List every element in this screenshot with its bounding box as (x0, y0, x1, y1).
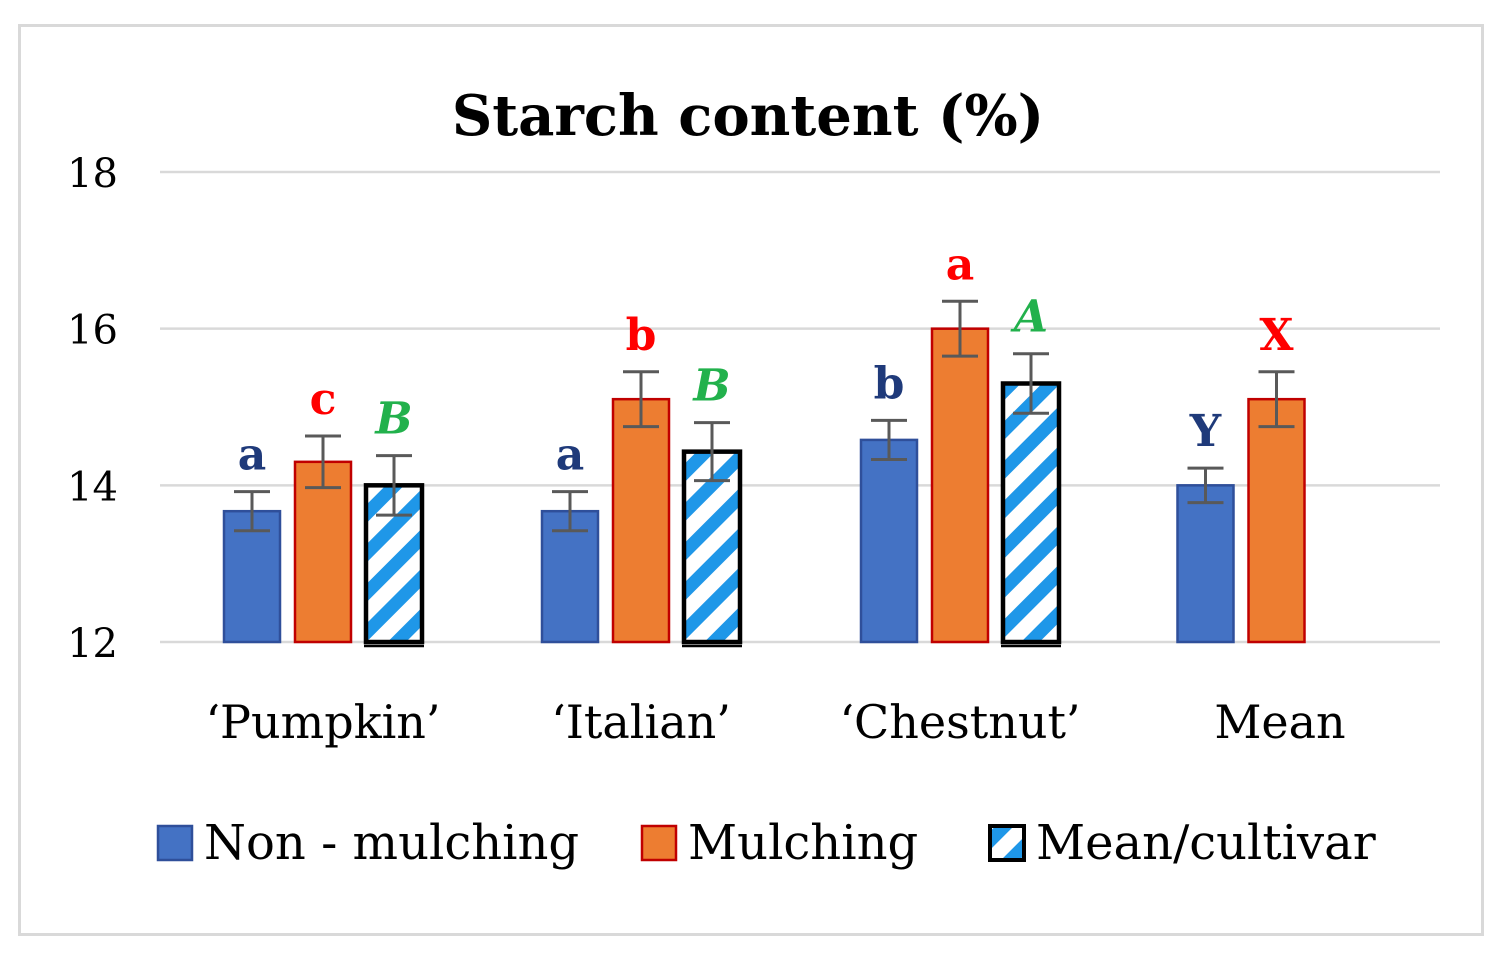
legend-entry-2: Mean/cultivar (988, 815, 1376, 871)
data-label: B (373, 394, 412, 445)
bar-group-0-0: a (222, 430, 282, 644)
data-label: Y (1189, 406, 1222, 457)
legend-swatch (988, 824, 1026, 862)
bar-group-1-1: b (611, 310, 671, 644)
y-axis-ticks: 12 14 16 18 (67, 151, 118, 667)
bar-group-1-2: B (681, 361, 743, 648)
legend-swatch (640, 824, 678, 862)
x-tick-label: ‘Pumpkin’ (205, 695, 440, 749)
bar-group-3-1: X (1247, 310, 1306, 644)
bar (1247, 397, 1306, 644)
y-tick-label: 16 (67, 308, 118, 354)
x-tick-label: ‘Italian’ (551, 695, 731, 749)
legend-entry-1: Mulching (640, 815, 918, 871)
legend-swatch (156, 824, 194, 862)
chart-title: Starch content (%) (452, 83, 1044, 149)
legend: Non - mulching Mulching Mean/cultivar (156, 815, 1376, 871)
data-label: b (626, 310, 657, 361)
legend-entry-0: Non - mulching (156, 815, 579, 871)
bar-group-2-1: a (930, 239, 990, 644)
y-tick-label: 18 (67, 151, 118, 197)
bar (540, 509, 600, 644)
data-label: c (310, 374, 337, 425)
bar-group-3-0: Y (1176, 406, 1235, 644)
x-tick-label: Mean (1214, 695, 1345, 749)
bar (611, 397, 671, 644)
bar (1176, 484, 1235, 644)
bar (859, 438, 919, 644)
bar-group-2-2: A (1000, 292, 1062, 648)
bar (293, 460, 353, 644)
legend-label: Mulching (688, 815, 918, 871)
x-axis-ticks: ‘Pumpkin’ ‘Italian’ ‘Chestnut’ Mean (205, 695, 1345, 749)
bar-group-0-2: B (363, 394, 425, 648)
data-label: a (556, 430, 585, 481)
bar (222, 509, 282, 644)
x-tick-label: ‘Chestnut’ (839, 695, 1080, 749)
data-label: A (1010, 292, 1048, 343)
bar (681, 449, 743, 645)
bar-group-1-0: a (540, 430, 600, 644)
data-label: B (691, 361, 730, 412)
bar-group-0-1: c (293, 374, 353, 644)
bar-group-2-0: b (859, 358, 919, 644)
data-label: b (874, 358, 905, 409)
y-tick-label: 14 (67, 464, 118, 510)
bar (1000, 381, 1062, 645)
chart-frame (18, 24, 1484, 936)
data-label: X (1259, 310, 1294, 361)
legend-label: Mean/cultivar (1036, 815, 1376, 871)
data-label: a (238, 430, 267, 481)
y-tick-label: 12 (67, 621, 118, 667)
data-label: a (946, 239, 975, 290)
legend-label: Non - mulching (204, 815, 579, 871)
bar (930, 327, 990, 644)
